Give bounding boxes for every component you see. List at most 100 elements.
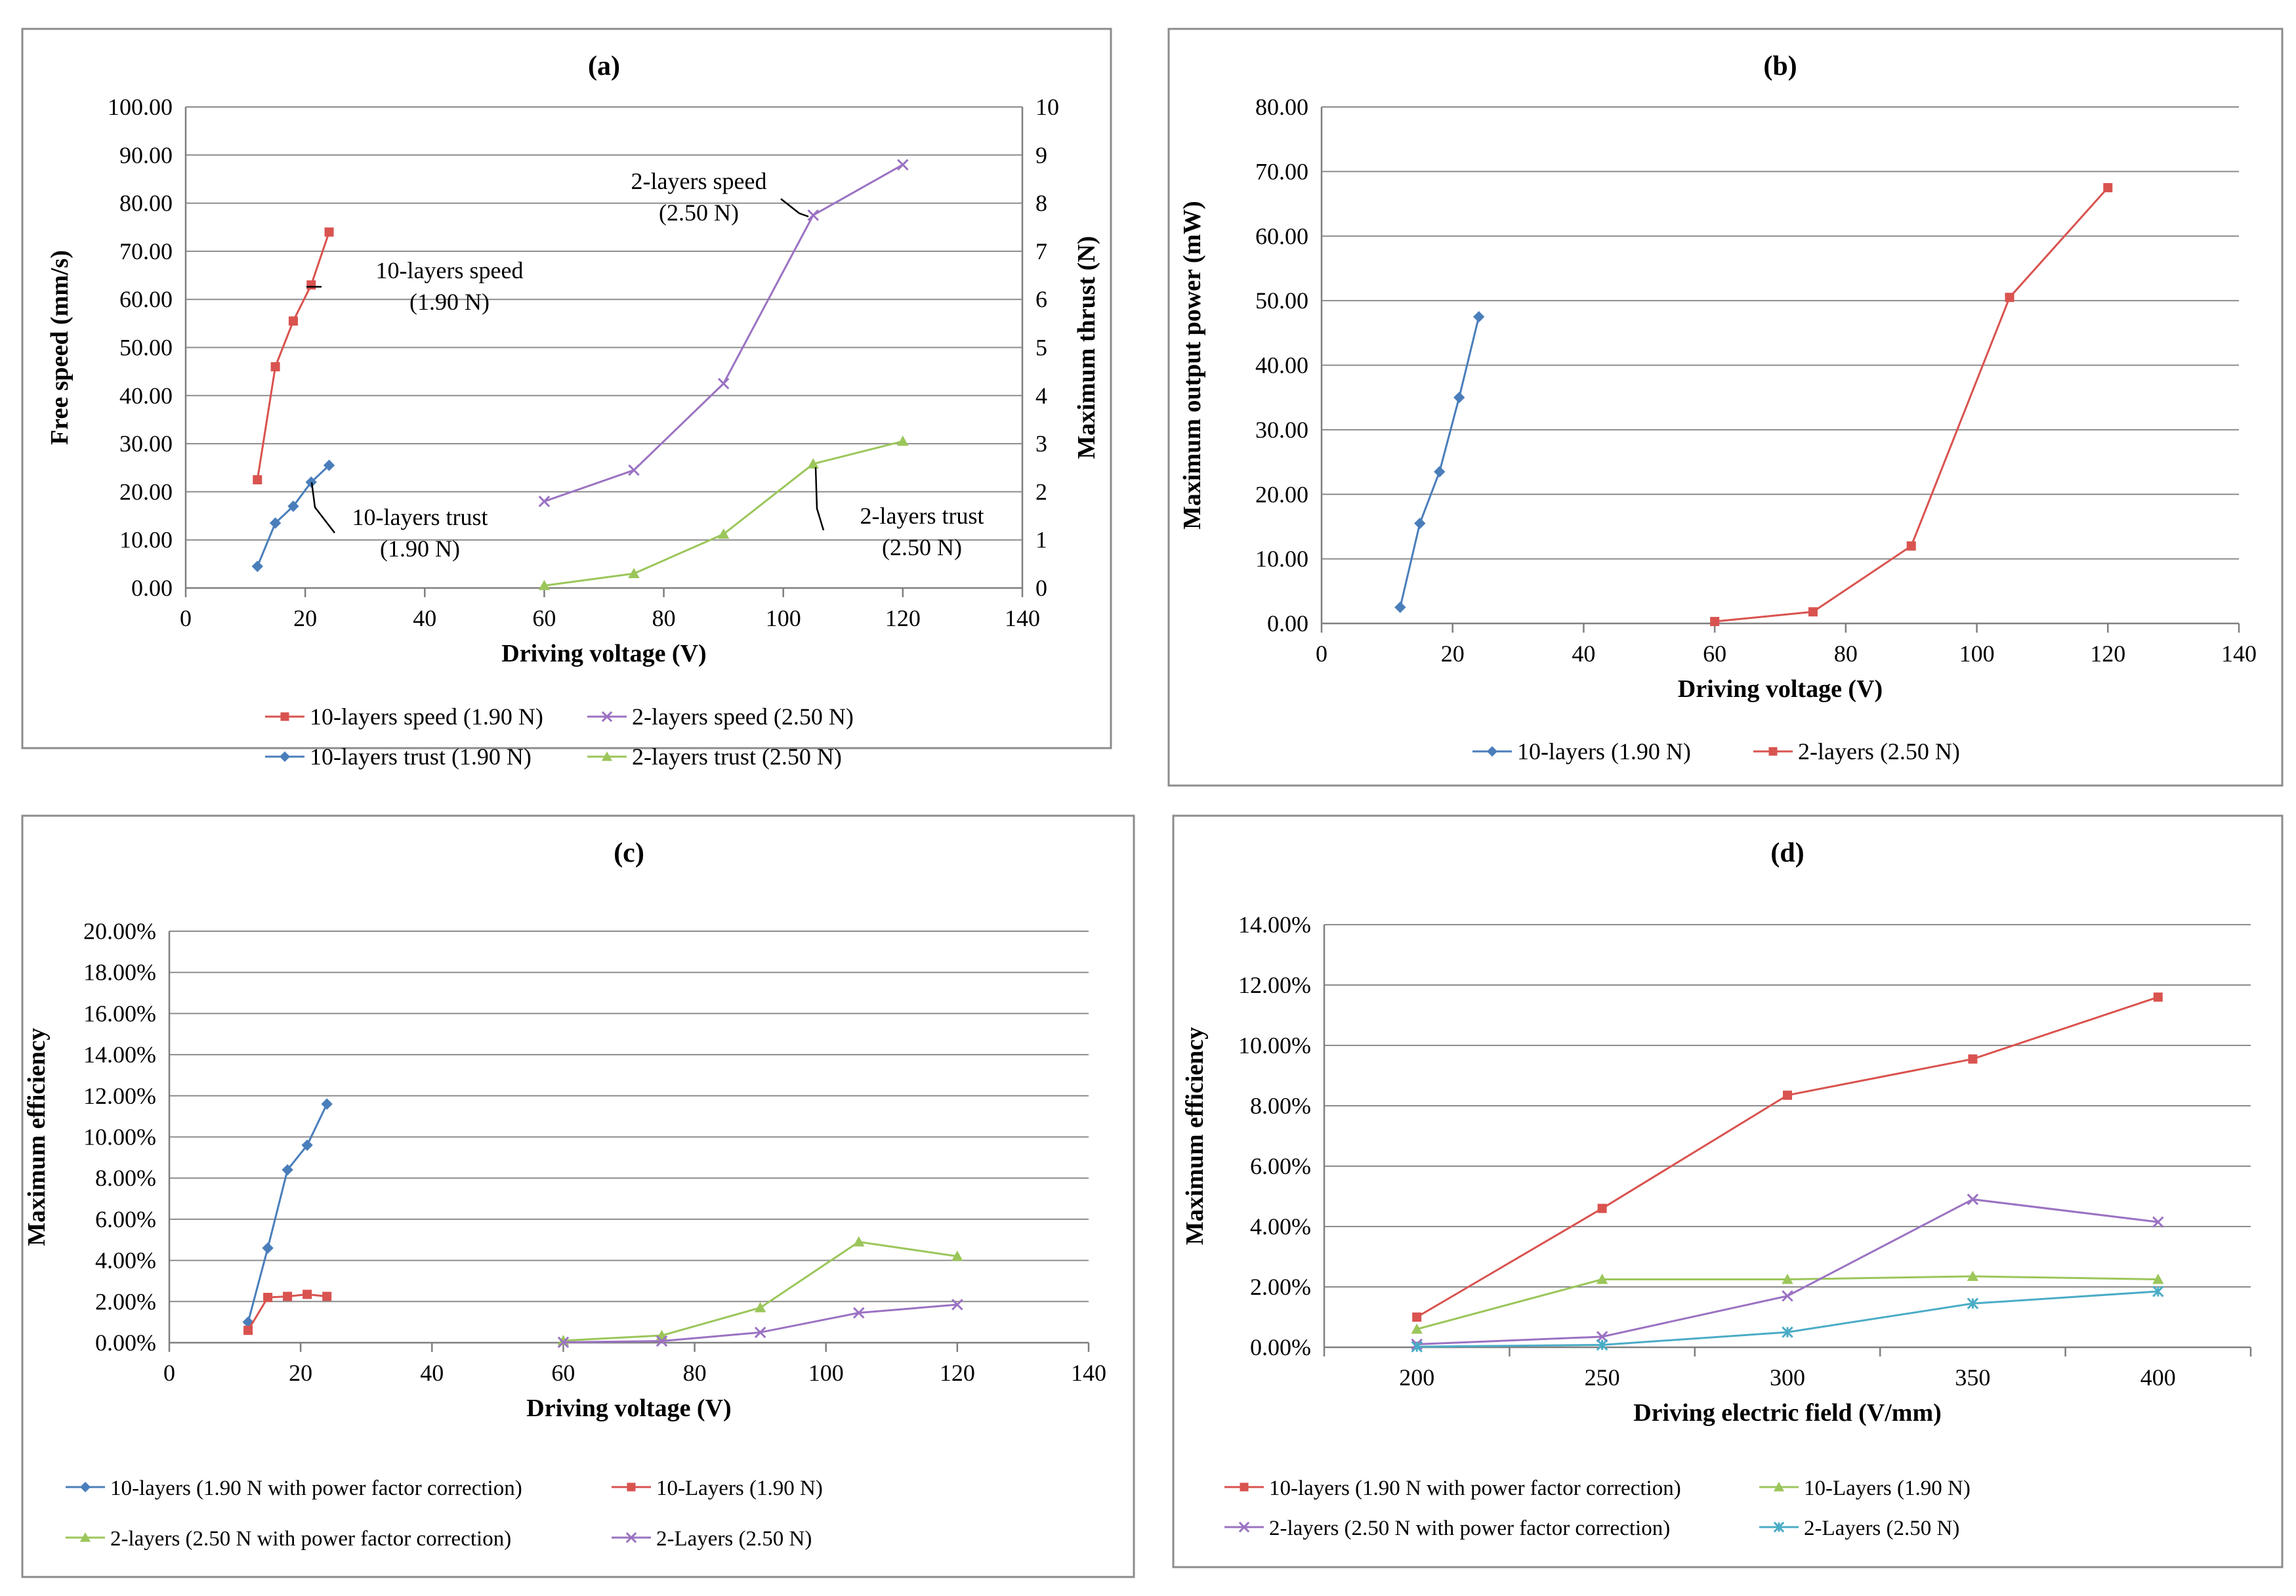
- y-tick-label: 30.00: [1255, 417, 1308, 443]
- x-tick-label: 140: [1005, 605, 1040, 631]
- y-tick-label: 8.00%: [95, 1165, 156, 1191]
- series-3: [1411, 1286, 2164, 1353]
- data-point: [1434, 466, 1446, 478]
- legend-label: 2-layers (2.50 N with power factor corre…: [110, 1527, 511, 1551]
- legend-label: 2-Layers (2.50 N): [1804, 1517, 1959, 1540]
- x-tick-label: 350: [1955, 1364, 1990, 1391]
- legend-marker: [625, 1532, 637, 1544]
- x-tick-label: 100: [1959, 640, 1995, 667]
- y2-tick-label: 8: [1035, 190, 1047, 217]
- x-tick-label: 40: [413, 605, 436, 631]
- data-point: [283, 1292, 293, 1301]
- y2-axis-title: Maximum thrust (N): [1073, 236, 1100, 459]
- annotations: 10-layers speed (1.90 N) 2-layers speed (2.…: [306, 168, 984, 562]
- data-point: [2152, 1216, 2164, 1228]
- data-point: [1782, 1290, 1793, 1302]
- legend: 10-layers (1.90 N) 2-layers (2.50 N): [1472, 738, 1960, 765]
- data-point: [282, 1164, 293, 1176]
- y2-tick-label: 1: [1035, 527, 1047, 553]
- y-tick-label: 2.00%: [1250, 1274, 1311, 1300]
- data-point: [323, 459, 335, 471]
- data-point: [853, 1236, 865, 1247]
- y-tick-label: 6.00%: [1250, 1153, 1311, 1179]
- data-point: [2005, 293, 2014, 303]
- x-tick-label: 100: [766, 605, 801, 631]
- y-tick-label: 10.00: [119, 527, 173, 553]
- x-tick-label: 40: [1572, 640, 1595, 667]
- x-tick-label: 300: [1770, 1364, 1805, 1391]
- series-1: [243, 1290, 332, 1335]
- data-point: [1808, 607, 1818, 617]
- data-point: [1906, 541, 1916, 551]
- legend-item: 2-layers trust (2.50 N): [587, 744, 842, 770]
- series-3: [557, 1299, 963, 1349]
- data-point: [1597, 1204, 1607, 1213]
- annotation-leader: [814, 467, 825, 531]
- chart-title: (a): [588, 51, 620, 81]
- x-tick-label: 140: [1071, 1360, 1106, 1386]
- data-point: [324, 227, 334, 237]
- x-tick-label: 400: [2140, 1364, 2176, 1391]
- y-tick-label: 90.00: [119, 142, 173, 168]
- data-point: [301, 1139, 313, 1151]
- y-tick-label: 10.00%: [83, 1124, 156, 1150]
- y2-tick-label: 3: [1035, 430, 1047, 457]
- data-point: [253, 475, 262, 485]
- legend-label: 10-layers (1.90 N): [1517, 738, 1691, 765]
- x-axis-title: Driving voltage (V): [526, 1395, 731, 1422]
- y-axis-title: Maximum efficiency: [23, 1028, 51, 1246]
- y-tick-label: 12.00%: [83, 1083, 156, 1109]
- legend-item: 10-layers (1.90 N with power factor corr…: [66, 1477, 522, 1500]
- legend-label: 2-layers (2.50 N with power factor corre…: [1269, 1517, 1670, 1540]
- data-point: [538, 579, 551, 591]
- y-tick-label: 18.00%: [83, 959, 156, 986]
- legend-item: 2-layers (2.50 N): [1753, 738, 1960, 765]
- data-point: [628, 568, 640, 578]
- y-tick-label: 100.00: [108, 94, 173, 120]
- annotation-label: 10-layers speed: [376, 257, 524, 284]
- y-tick-label: 20.00: [119, 478, 173, 505]
- legend-marker: [601, 711, 613, 723]
- x-tick-label: 60: [1703, 640, 1726, 667]
- x-tick-label: 120: [940, 1360, 975, 1386]
- annotation-label: (1.90 N): [409, 289, 490, 315]
- y-tick-label: 0.00: [131, 575, 173, 601]
- data-point: [1782, 1326, 1793, 1338]
- data-point: [951, 1250, 963, 1261]
- y-tick-label: 14.00%: [83, 1041, 156, 1068]
- legend-label: 2-Layers (2.50 N): [656, 1527, 812, 1551]
- data-point: [754, 1302, 766, 1312]
- series-3: [538, 435, 909, 591]
- legend-item: 2-layers (2.50 N with power factor corre…: [1224, 1517, 1670, 1540]
- y-tick-label: 60.00: [119, 286, 173, 312]
- x-tick-label: 100: [808, 1360, 844, 1386]
- y-tick-label: 10.00: [1255, 546, 1308, 572]
- legend-marker: [627, 1482, 636, 1492]
- chart-title: (d): [1770, 838, 1804, 868]
- chart-a: (a) 0.00 10.00 20.00 30.00 40.00 50.00 60.00 70.…: [21, 28, 1112, 770]
- y2-tick-label: 4: [1035, 383, 1047, 409]
- y-tick-label: 80.00: [1255, 94, 1308, 120]
- y-axis-title: Free speed (mm/s): [46, 250, 73, 445]
- data-point: [262, 1242, 274, 1254]
- data-point: [1414, 517, 1426, 530]
- legend-item: 2-layers (2.50 N with power factor corre…: [66, 1527, 511, 1551]
- series-0: [1394, 311, 1485, 614]
- legend-item: 10-layers (1.90 N with power factor corr…: [1224, 1477, 1681, 1500]
- x-tick-label: 20: [1441, 640, 1465, 667]
- data-point: [270, 362, 280, 371]
- chart-frame: [21, 28, 1112, 749]
- annotation-label: 10-layers trust: [352, 504, 488, 530]
- legend-item: 10-Layers (1.90 N): [612, 1477, 823, 1500]
- y-tick-label: 10.00%: [1238, 1032, 1311, 1059]
- y-tick-label: 14.00%: [1238, 912, 1311, 938]
- y-tick-label: 0.00%: [95, 1330, 156, 1356]
- data-point: [1782, 1273, 1793, 1284]
- data-point: [1967, 1270, 1979, 1281]
- legend-label: 10-layers speed (1.90 N): [310, 704, 543, 730]
- legend-marker: [1240, 1482, 1249, 1492]
- y2-tick-label: 9: [1035, 142, 1047, 168]
- chart-d: (d) 0.00% 2.00% 4.00% 6.00% 8.00% 10.00% 12.00%…: [1172, 814, 2284, 1568]
- y2-tick-label: 2: [1035, 478, 1047, 505]
- legend-marker: [1486, 746, 1498, 757]
